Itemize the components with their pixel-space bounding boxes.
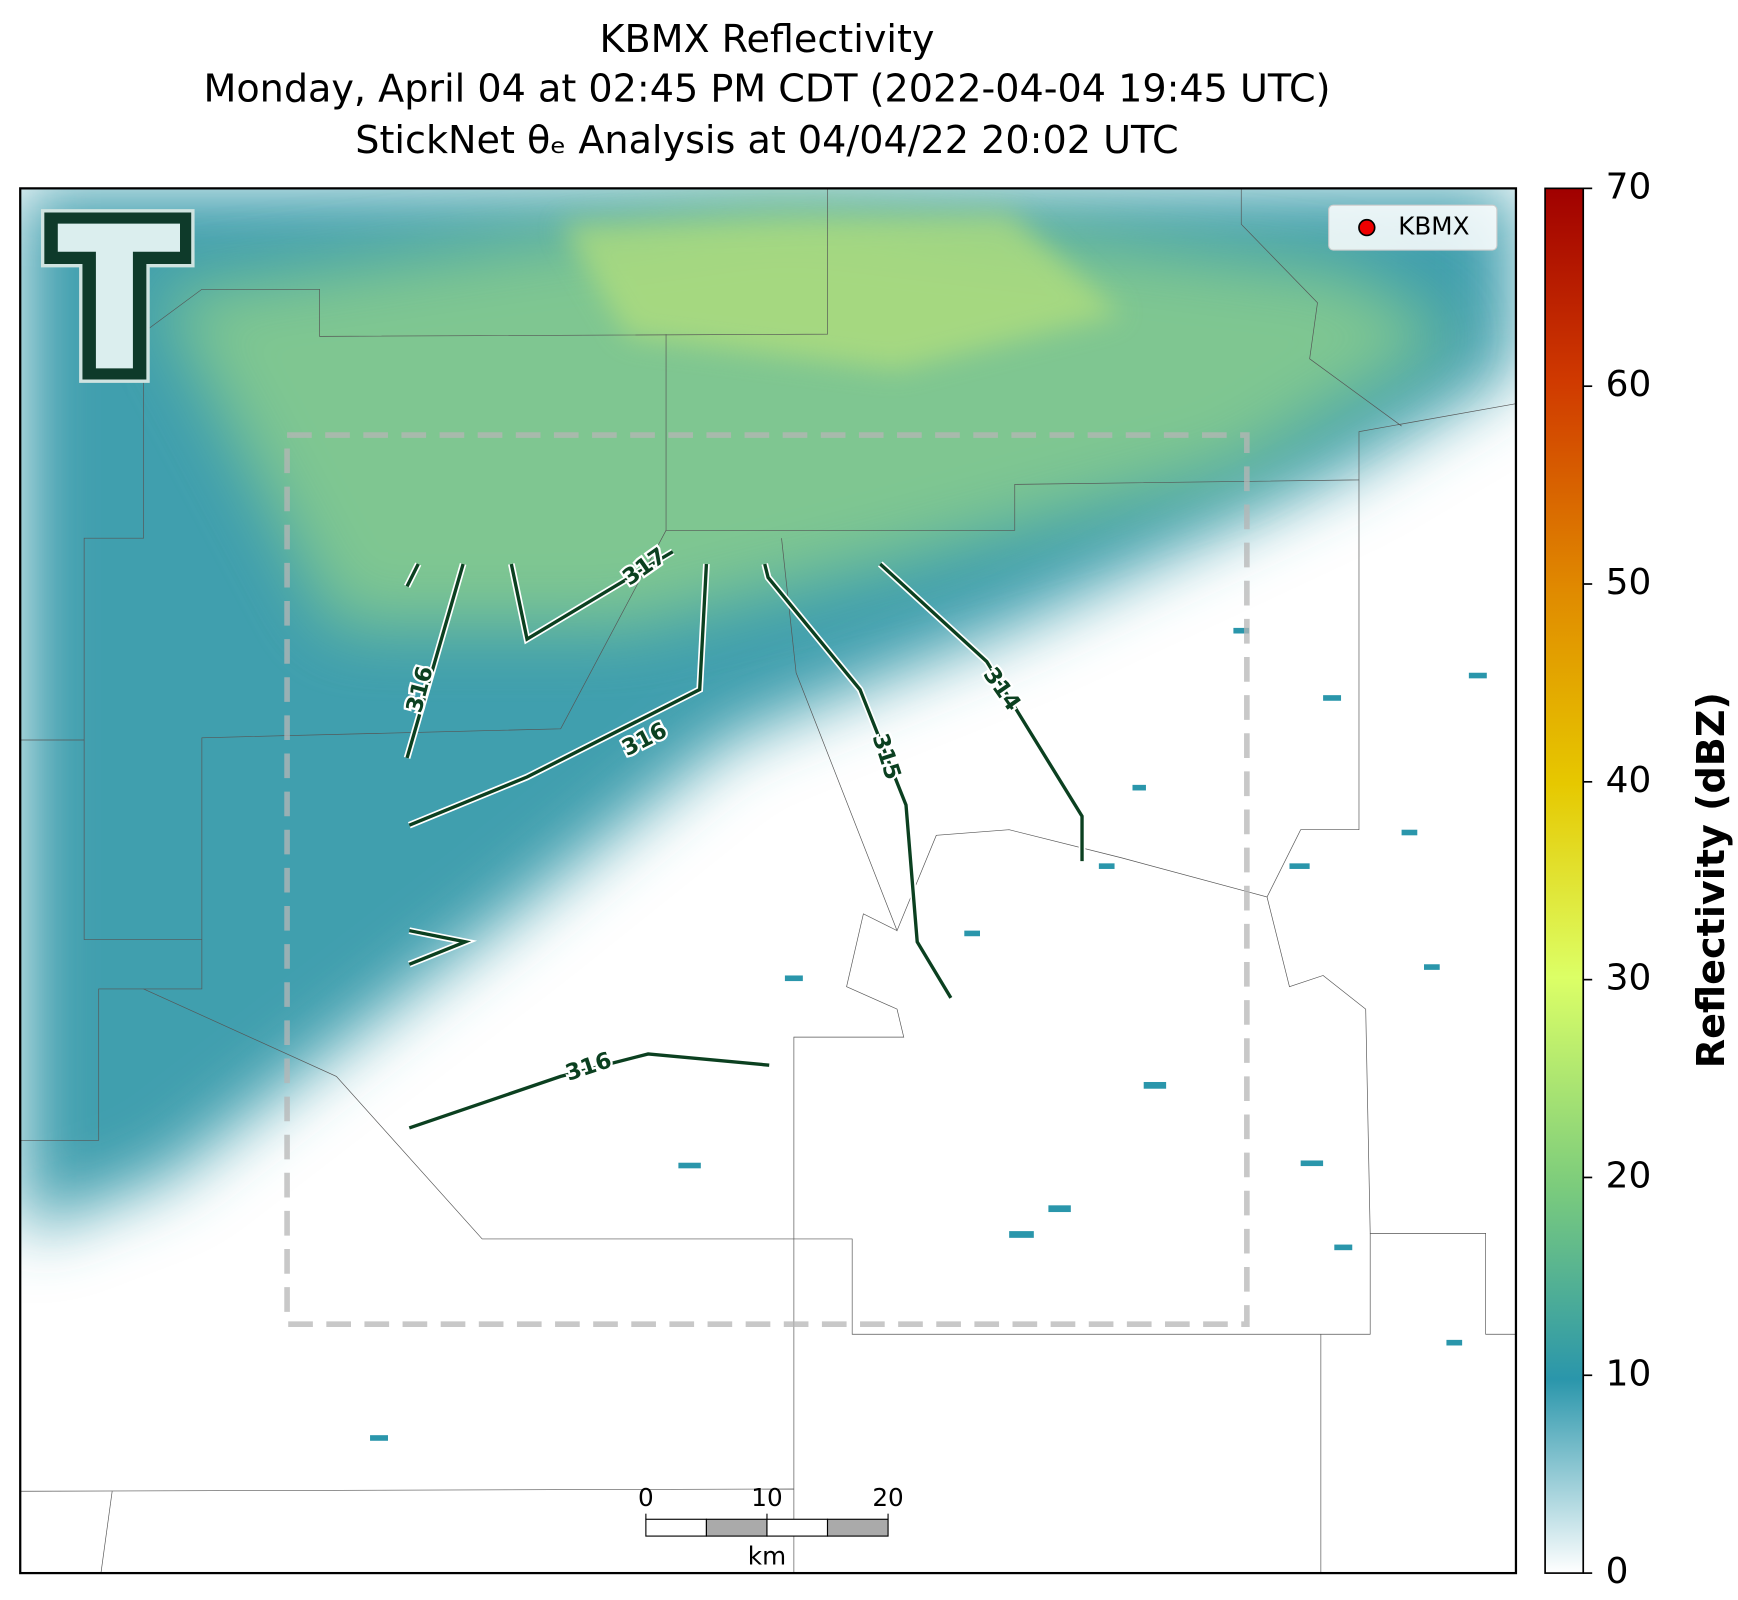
scale-unit: km <box>748 1541 786 1570</box>
scale-tick-label: 10 <box>751 1483 782 1512</box>
scale-segment <box>826 1518 889 1537</box>
county-lines <box>20 188 1516 1574</box>
colorbar-tick-label: 40 <box>1606 760 1652 801</box>
colorbar-label: Reflectivity (dBZ) <box>1689 692 1733 1068</box>
colorbar-tick-label: 0 <box>1606 1551 1629 1592</box>
logo <box>40 209 195 383</box>
scale-segment <box>645 1518 707 1537</box>
colorbar-tick-label: 10 <box>1606 1353 1652 1394</box>
colorbar-tick-label: 70 <box>1606 166 1652 207</box>
colorbar-tick-label: 30 <box>1606 958 1652 999</box>
legend-marker <box>1358 218 1376 237</box>
analysis-domain <box>284 432 1250 1327</box>
scale-tick-label: 20 <box>872 1483 903 1512</box>
scale-bar: 0 10 20 km <box>638 1483 904 1570</box>
contour-line <box>408 928 472 966</box>
contour-line <box>408 1052 770 1130</box>
contour-line <box>405 563 420 588</box>
subtitle-line: Monday, April 04 at 02:45 PM CDT (2022-0… <box>203 66 1330 110</box>
radar-echo <box>560 213 1122 371</box>
colorbar <box>1544 187 1585 1574</box>
legend-label: KBMX <box>1398 212 1469 241</box>
contour-line <box>509 550 674 642</box>
colorbar-ticks: 0 10 20 30 40 50 60 70 <box>1583 166 1651 1592</box>
radar-echo <box>157 201 1458 628</box>
contour-line <box>408 563 709 827</box>
contour-line <box>879 562 1084 862</box>
radar-speckles <box>370 627 1487 1441</box>
scale-tick-label: 0 <box>638 1483 654 1512</box>
map-frame <box>19 187 1518 1575</box>
colorbar-tick-label: 50 <box>1606 562 1652 603</box>
colorbar-tick-label: 60 <box>1606 364 1652 405</box>
scale-segment <box>766 1518 829 1537</box>
contour-line <box>405 563 465 759</box>
title-line: KBMX Reflectivity <box>599 17 934 61</box>
contour-line <box>763 563 953 999</box>
legend-box <box>1328 204 1498 251</box>
subtitle-line: StickNet θₑ Analysis at 04/04/22 20:02 U… <box>355 118 1178 162</box>
scale-segment <box>705 1518 768 1537</box>
colorbar-tick-label: 20 <box>1606 1155 1652 1196</box>
